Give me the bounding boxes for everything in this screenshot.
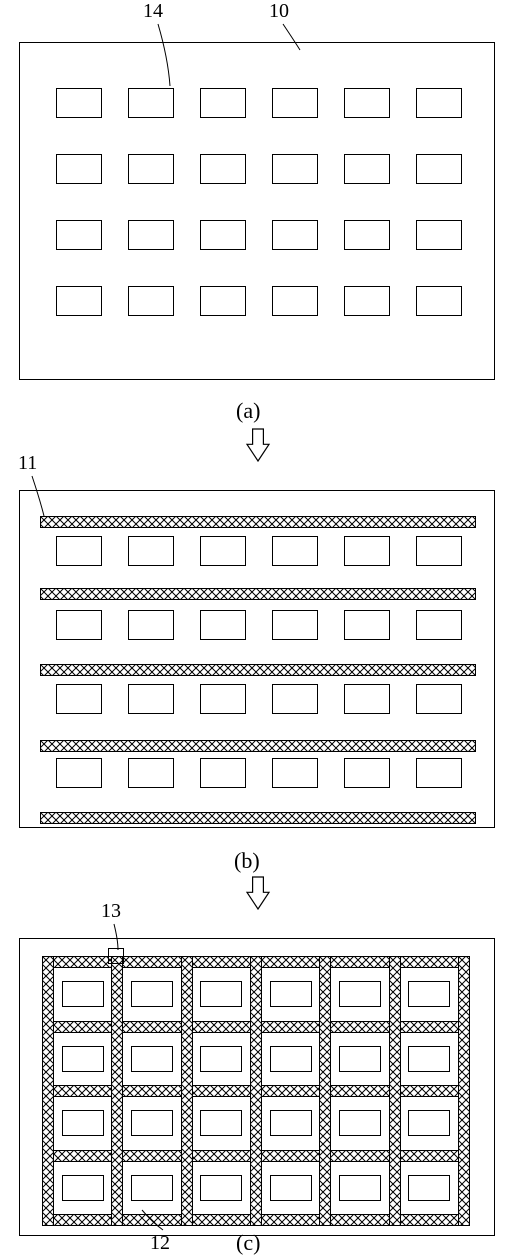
panel-b-cell <box>272 684 318 714</box>
panel-b-cell <box>416 684 462 714</box>
panel-c-cell <box>200 1175 242 1201</box>
down-arrow-icon <box>246 876 270 910</box>
leader-line <box>156 22 172 88</box>
panel-c-cell <box>270 981 312 1007</box>
panel-b-cell <box>128 610 174 640</box>
panel-b-cell <box>200 610 246 640</box>
panel-b-cell <box>416 758 462 788</box>
leader-line <box>30 474 46 518</box>
panel-c-cell <box>270 1110 312 1136</box>
panel-c-cell <box>131 1046 173 1072</box>
panel-b-cell <box>128 758 174 788</box>
panel-c-cell <box>62 981 104 1007</box>
panel-c-cell <box>131 1175 173 1201</box>
panel-c-hatch-v <box>181 956 193 1226</box>
panel-b-cell <box>344 758 390 788</box>
panel-b-cell <box>272 758 318 788</box>
panel-a-cell <box>200 220 246 250</box>
panel-a-cell <box>56 286 102 316</box>
panel-b-cell <box>200 684 246 714</box>
panel-a-cell <box>272 88 318 118</box>
panel-b-cell <box>56 684 102 714</box>
panel-b-cell <box>128 684 174 714</box>
panel-a-cell <box>200 88 246 118</box>
panel-b-cell <box>56 610 102 640</box>
panel-a-cell <box>416 286 462 316</box>
panel-b-cell <box>56 536 102 566</box>
panel-c-cell <box>200 981 242 1007</box>
panel-c-hatch-v <box>250 956 262 1226</box>
panel-a-cell <box>128 88 174 118</box>
panel-b-cell <box>344 684 390 714</box>
panel-a-cell <box>128 154 174 184</box>
leader-line <box>112 922 120 952</box>
panel-a-cell <box>344 220 390 250</box>
panel-b-hatch-bar <box>40 740 476 752</box>
panel-a-cell <box>56 88 102 118</box>
panel-a-cell <box>272 154 318 184</box>
panel-b-cell <box>344 536 390 566</box>
panel-c-cell <box>62 1046 104 1072</box>
panel-a-cell <box>128 286 174 316</box>
panel-a-cell <box>272 286 318 316</box>
panel-c-cell <box>131 1110 173 1136</box>
panel-b-hatch-bar <box>40 516 476 528</box>
panel-c-hatch-v <box>319 956 331 1226</box>
panel-b-hatch-bar <box>40 812 476 824</box>
panel-c-cell <box>408 1110 450 1136</box>
panel-a-cell <box>344 286 390 316</box>
ref-label-11: 11 <box>18 452 37 475</box>
panel-a-sublabel: (a) <box>236 398 260 424</box>
panel-c-cell <box>200 1046 242 1072</box>
panel-a-cell <box>56 220 102 250</box>
panel-b-cell <box>272 536 318 566</box>
panel-c-cell <box>339 981 381 1007</box>
down-arrow-icon <box>246 428 270 462</box>
panel-c-cell <box>62 1175 104 1201</box>
panel-a-cell <box>272 220 318 250</box>
panel-c-cell <box>62 1110 104 1136</box>
panel-b-sublabel: (b) <box>234 848 260 874</box>
panel-b-cell <box>344 610 390 640</box>
panel-b-hatch-bar <box>40 588 476 600</box>
panel-c-cell <box>339 1175 381 1201</box>
panel-b-cell <box>200 758 246 788</box>
panel-c-cell <box>200 1110 242 1136</box>
panel-a-cell <box>344 154 390 184</box>
panel-a-cell <box>344 88 390 118</box>
panel-a-cell <box>56 154 102 184</box>
ref-label-12: 12 <box>150 1232 170 1255</box>
panel-c-sublabel: (c) <box>236 1230 260 1256</box>
ref-label-10: 10 <box>269 0 289 23</box>
panel-b-cell <box>128 536 174 566</box>
panel-c-cell <box>270 1175 312 1201</box>
panel-b-cell <box>56 758 102 788</box>
panel-b-hatch-bar <box>40 664 476 676</box>
panel-c-cell <box>408 981 450 1007</box>
panel-c-cell <box>131 981 173 1007</box>
panel-c-cell <box>339 1110 381 1136</box>
ref-label-14: 14 <box>143 0 163 23</box>
ref-label-13: 13 <box>101 900 121 923</box>
panel-c-hatch-v <box>458 956 470 1226</box>
panel-a-cell <box>416 88 462 118</box>
panel-c-cell <box>408 1175 450 1201</box>
leader-line <box>281 22 302 52</box>
panel-c-cell <box>270 1046 312 1072</box>
panel-c-cell <box>408 1046 450 1072</box>
panel-b-cell <box>200 536 246 566</box>
panel-a-cell <box>416 154 462 184</box>
panel-c-hatch-v <box>42 956 54 1226</box>
panel-b-cell <box>416 536 462 566</box>
panel-a-cell <box>200 286 246 316</box>
panel-b-cell <box>416 610 462 640</box>
panel-a-cell <box>416 220 462 250</box>
panel-a-cell <box>128 220 174 250</box>
panel-a-cell <box>200 154 246 184</box>
panel-c-hatch-v <box>389 956 401 1226</box>
panel-c-hatch-v <box>111 956 123 1226</box>
panel-b-cell <box>272 610 318 640</box>
leader-line <box>140 1208 165 1232</box>
panel-c-cell <box>339 1046 381 1072</box>
